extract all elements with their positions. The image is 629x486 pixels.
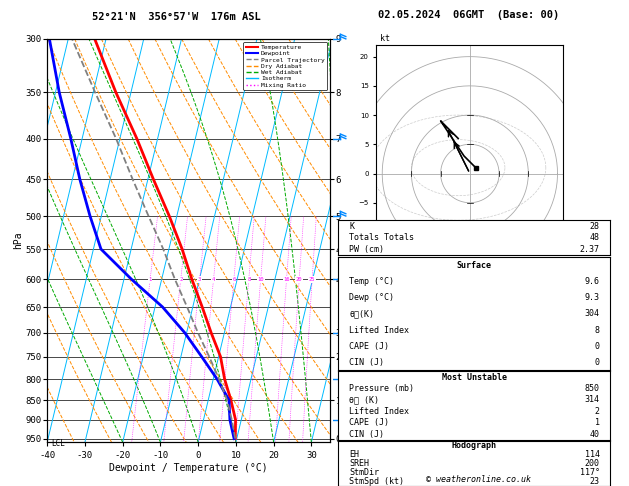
Text: 52°21'N  356°57'W  176m ASL: 52°21'N 356°57'W 176m ASL (92, 12, 260, 22)
Text: CIN (J): CIN (J) (349, 358, 384, 367)
Text: 0: 0 (594, 358, 599, 367)
Text: 10: 10 (257, 277, 264, 282)
Y-axis label: hPa: hPa (13, 232, 23, 249)
Text: StmDir: StmDir (349, 468, 379, 477)
Text: Lifted Index: Lifted Index (349, 407, 409, 416)
Text: 117°: 117° (579, 468, 599, 477)
X-axis label: Dewpoint / Temperature (°C): Dewpoint / Temperature (°C) (109, 463, 268, 473)
Text: 0: 0 (594, 342, 599, 351)
Text: 3: 3 (198, 277, 201, 282)
Legend: Temperature, Dewpoint, Parcel Trajectory, Dry Adiabat, Wet Adiabat, Isotherm, Mi: Temperature, Dewpoint, Parcel Trajectory… (243, 42, 327, 90)
Text: θᴇ (K): θᴇ (K) (349, 395, 379, 404)
Text: SREH: SREH (349, 459, 369, 468)
Text: © weatheronline.co.uk: © weatheronline.co.uk (426, 474, 530, 484)
Text: CIN (J): CIN (J) (349, 430, 384, 438)
Text: 314: 314 (584, 395, 599, 404)
Text: CAPE (J): CAPE (J) (349, 342, 389, 351)
Text: 16: 16 (283, 277, 290, 282)
Text: CAPE (J): CAPE (J) (349, 418, 389, 427)
Text: 200: 200 (584, 459, 599, 468)
Text: 9.3: 9.3 (584, 293, 599, 302)
Text: Hodograph: Hodograph (452, 441, 497, 450)
Text: Lifted Index: Lifted Index (349, 326, 409, 334)
Text: 9.6: 9.6 (584, 277, 599, 286)
Text: 48: 48 (589, 233, 599, 242)
Text: kt: kt (380, 34, 390, 43)
Text: Dewp (°C): Dewp (°C) (349, 293, 394, 302)
Text: Surface: Surface (457, 261, 492, 270)
Text: 2.37: 2.37 (579, 245, 599, 254)
Text: 304: 304 (584, 310, 599, 318)
Text: 23: 23 (589, 477, 599, 486)
Text: 20: 20 (296, 277, 303, 282)
Text: 4: 4 (212, 277, 215, 282)
Text: Temp (°C): Temp (°C) (349, 277, 394, 286)
Text: 8: 8 (594, 326, 599, 334)
Text: Totals Totals: Totals Totals (349, 233, 415, 242)
Text: 02.05.2024  06GMT  (Base: 00): 02.05.2024 06GMT (Base: 00) (378, 10, 559, 19)
Text: Pressure (mb): Pressure (mb) (349, 384, 415, 393)
Text: 6: 6 (232, 277, 235, 282)
Text: 28: 28 (589, 222, 599, 231)
Text: 40: 40 (589, 430, 599, 438)
Text: Most Unstable: Most Unstable (442, 373, 507, 382)
Text: StmSpd (kt): StmSpd (kt) (349, 477, 404, 486)
Text: 25: 25 (309, 277, 315, 282)
Text: 114: 114 (584, 450, 599, 459)
Text: 850: 850 (584, 384, 599, 393)
Text: 2: 2 (594, 407, 599, 416)
Text: EH: EH (349, 450, 359, 459)
Y-axis label: km
ASL: km ASL (344, 232, 364, 249)
Text: 1: 1 (594, 418, 599, 427)
Text: 1: 1 (148, 277, 152, 282)
Text: 8: 8 (247, 277, 250, 282)
Text: K: K (349, 222, 354, 231)
Text: PW (cm): PW (cm) (349, 245, 384, 254)
Text: LCL: LCL (51, 439, 65, 448)
Text: 2: 2 (179, 277, 182, 282)
Text: θᴇ(K): θᴇ(K) (349, 310, 374, 318)
